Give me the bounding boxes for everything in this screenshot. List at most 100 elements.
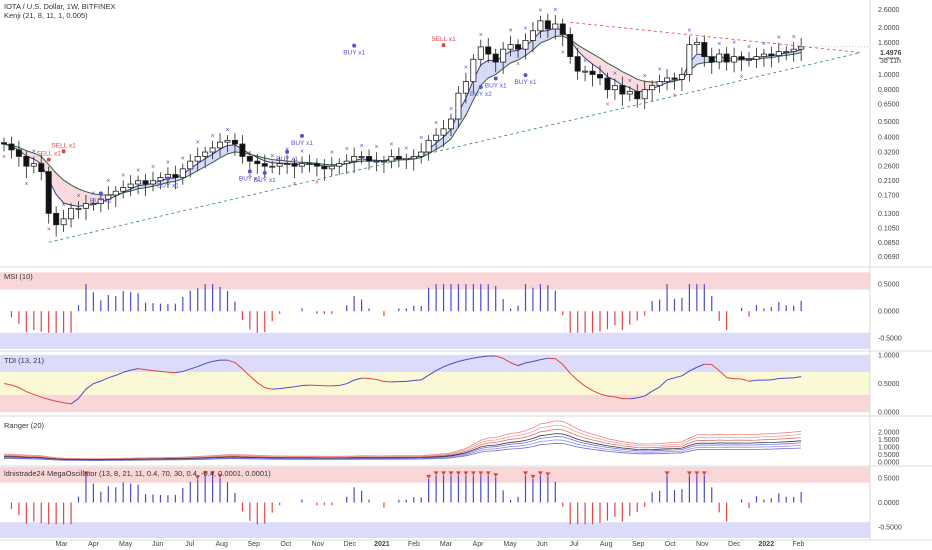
overbought-cross: × [345,146,349,153]
kenji-band-segment [793,49,802,55]
x-axis-label: Aug [600,541,613,548]
candle-body [202,151,209,157]
mega-top-marker [202,471,208,476]
signal-dot [523,73,528,78]
kenji-band-segment [577,44,586,59]
last-price-value: 1.4976 [880,50,902,57]
tdi-upper-zone [0,354,870,373]
tdi-line-segment [532,359,541,363]
overbought-cross: × [181,156,185,163]
msi-title: MSI (10) [4,272,33,281]
oversold-cross: × [673,93,677,100]
candle-body [276,163,283,167]
candle-body [738,56,745,60]
overbought-cross: × [419,135,423,142]
tdi-line-segment [11,384,20,389]
candle-body [537,20,544,32]
signal-dot [285,149,290,154]
x-axis-label: 2021 [374,541,390,548]
candle-body [194,156,201,162]
candle-body [529,30,536,41]
signal-dot [165,176,170,181]
candle-body [261,163,268,167]
tdi-line-segment [272,388,280,390]
ranger-band-line [3,442,802,461]
tdi-line-segment [510,362,519,367]
tdi-line-segment [480,355,489,358]
signal-label: BUY x1 [239,176,261,183]
tdi-line-segment [629,397,638,400]
x-axis-label: Aug [215,541,228,548]
oscillator-tick-label: 0.0000 [878,410,900,417]
x-axis-label: Mar [56,541,69,548]
candle-body [425,139,432,153]
overbought-cross: × [777,35,781,42]
kenji-band-segment [227,144,235,154]
tdi-line-segment [205,360,213,365]
candle-body [455,92,462,120]
candle-body [582,70,589,73]
mega-top-marker [470,471,476,476]
tdi-line-segment [443,363,452,368]
tdi-line-segment [108,374,116,379]
tdi-line-segment [182,368,191,372]
candle-body [589,70,596,75]
mega-top-marker [664,471,670,476]
overbought-cross: × [524,25,528,32]
tdi-line-segment [771,377,779,381]
overbought-cross: × [479,32,483,39]
tdi-line-segment [93,380,102,385]
kenji-band-segment [488,60,496,78]
kenji-fast-line [3,27,802,207]
mega-top-marker [217,474,223,479]
tdi-line-segment [465,357,474,361]
signal-dot [46,157,51,162]
candle-body [768,53,775,56]
candle-body [366,156,373,162]
candle-body [574,56,581,72]
overbought-cross: × [91,190,95,197]
mega-top-marker [485,471,491,476]
oscillator-tick-label: 2.0000 [878,430,900,437]
tdi-line-segment [718,370,727,378]
tdi-line-segment [48,398,57,402]
mega-top-marker [83,471,89,476]
signal-dot [247,169,252,174]
tdi-line-segment [644,390,653,397]
candle-body [723,53,730,63]
tdi-line-segment [473,356,481,359]
kenji-band-segment [436,137,444,150]
oscillator-tick-label: -0.5000 [878,336,902,343]
tdi-line-segment [287,386,295,389]
tdi-line-segment [145,369,154,372]
kenji-band-segment [622,71,630,88]
tdi-line-segment [26,391,34,395]
candle-body [708,56,715,63]
tdi-line-segment [227,359,236,364]
tdi-line-segment [3,383,12,386]
candle-body [298,163,305,167]
tdi-line-segment [569,372,578,381]
mega-top-marker [686,471,692,476]
kenji-band-segment [197,158,206,171]
candle-body [38,163,45,173]
kenji-band-segment [85,191,94,206]
price-tick-label: 0.2100 [878,178,900,185]
tdi-line-segment [294,384,303,388]
kenji-band-segment [614,67,623,86]
tdi-line-segment [56,400,64,404]
candle-body [649,85,656,91]
candle-body [187,160,194,170]
overbought-cross: × [613,70,617,77]
resistance-trendline [570,21,861,53]
tdi-line-segment [33,393,42,398]
signal-label: BUY x2 [470,91,492,98]
x-axis-label: Feb [408,541,420,548]
tdi-line-segment [279,387,288,390]
candle-body [634,90,641,100]
tdi-line-segment [674,375,683,379]
tdi-line-segment [562,364,571,374]
kenji-band-segment [212,149,221,163]
candle-body [641,89,648,100]
